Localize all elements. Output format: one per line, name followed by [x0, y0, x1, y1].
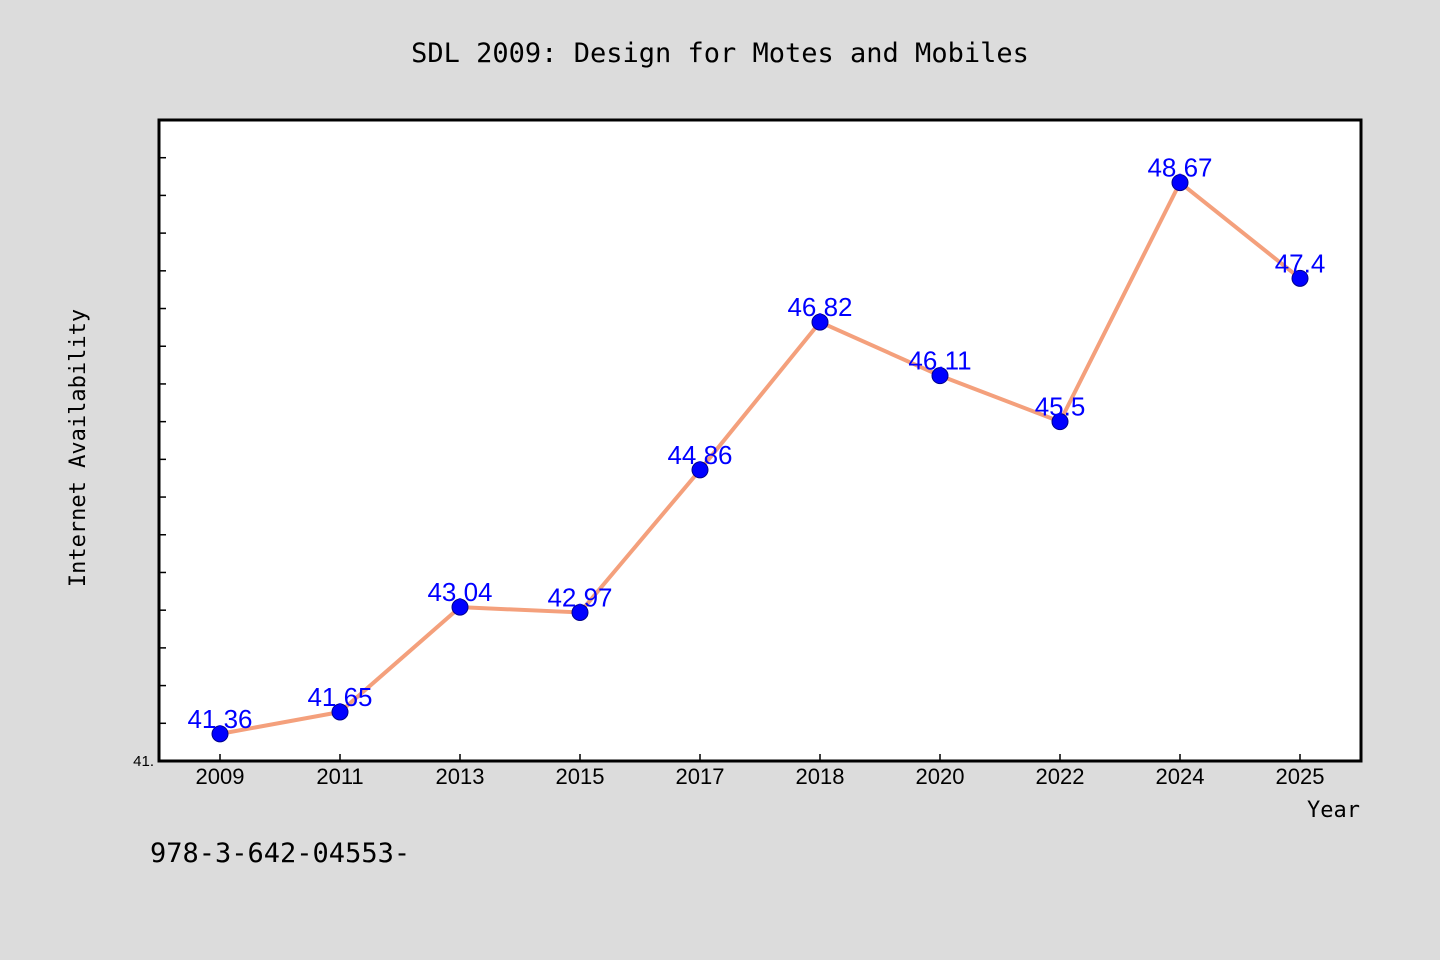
x-tick-label: 2022 [1036, 764, 1085, 789]
x-tick-label: 2017 [676, 764, 725, 789]
data-point [1291, 269, 1309, 287]
data-point [811, 313, 829, 331]
data-label: 41.36 [187, 704, 252, 734]
x-tick-label: 2025 [1276, 764, 1325, 789]
data-label: 46.82 [787, 292, 852, 322]
x-axis-ticks: 2009 2011 2013 2015 2017 2018 2020 2022 2024 2025 [196, 754, 1325, 789]
data-labels: 41.36 41.65 43.04 42.97 44.86 46.82 46.11 45.5 4… [187, 153, 1325, 734]
data-point [451, 598, 469, 616]
x-tick-label: 2011 [316, 764, 363, 789]
data-label: 43.04 [427, 577, 492, 607]
data-point [331, 703, 349, 721]
y-axis-ticks: 41. [133, 156, 166, 770]
data-label: 41.65 [307, 682, 372, 712]
y-axis-title: Internet Availability [66, 309, 91, 587]
data-point [1171, 174, 1189, 192]
data-label: 44.86 [667, 440, 732, 470]
x-tick-label: 2020 [916, 764, 965, 789]
x-tick-label: 2015 [556, 764, 605, 789]
plot-area [157, 118, 1363, 763]
data-label: 46.11 [908, 346, 971, 376]
data-point [571, 603, 589, 621]
data-label: 47.4 [1275, 248, 1326, 278]
data-point [691, 461, 709, 479]
series-line [219, 180, 1302, 736]
data-label: 48.67 [1147, 153, 1212, 183]
chart-title: SDL 2009: Design for Motes and Mobiles [411, 38, 1029, 69]
x-tick-label: 2024 [1156, 764, 1205, 789]
series-markers [211, 174, 1309, 743]
data-point [211, 725, 229, 743]
data-label: 42.97 [547, 582, 612, 612]
x-tick-label: 2018 [796, 764, 845, 789]
x-tick-label: 2013 [436, 764, 485, 789]
y-tick-label: 41. [133, 753, 154, 770]
data-point [1051, 413, 1069, 431]
data-label: 45.5 [1035, 392, 1086, 422]
footnote-isbn: 978-3-642-04553- [150, 838, 410, 869]
data-point [931, 367, 949, 385]
x-axis-title: Year [1307, 798, 1360, 823]
x-tick-label: 2009 [196, 764, 245, 789]
